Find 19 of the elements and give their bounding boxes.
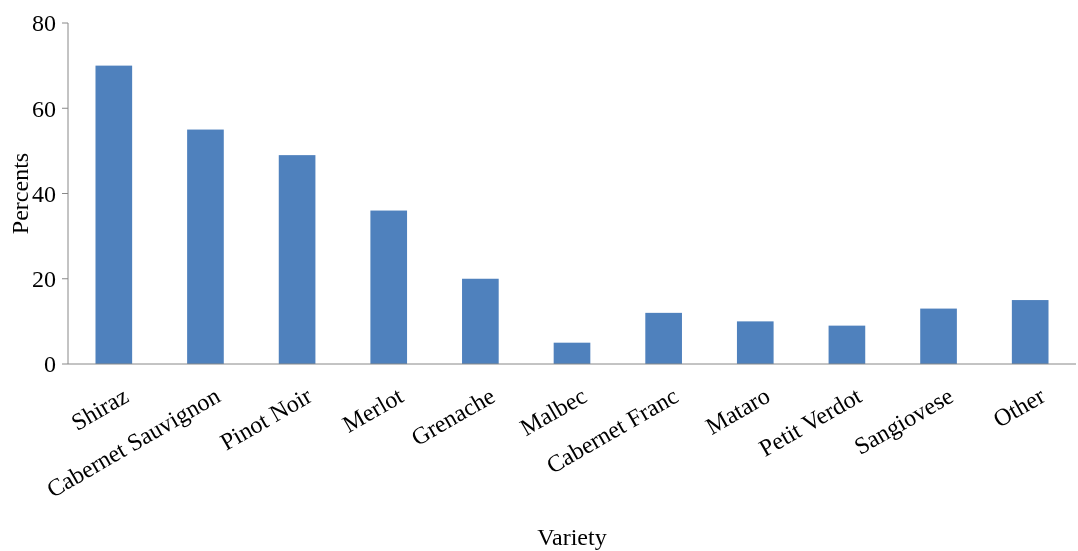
bar — [95, 65, 133, 364]
y-tick-label: 80 — [32, 10, 56, 37]
y-tick-label: 20 — [32, 266, 56, 293]
bar — [553, 342, 591, 364]
x-tick-label: Other — [988, 382, 1050, 433]
y-axis-title: Percents — [7, 152, 33, 235]
y-tick-label: 40 — [32, 180, 56, 207]
x-axis-title: Variety — [537, 524, 607, 550]
y-tick-label: 0 — [44, 351, 56, 378]
bar — [187, 129, 224, 364]
bar — [370, 210, 408, 364]
bar — [920, 308, 957, 364]
bar — [736, 321, 774, 364]
bar — [1011, 300, 1049, 364]
bar — [278, 155, 316, 364]
y-tick-label: 60 — [32, 95, 56, 122]
bar — [828, 325, 866, 364]
bar — [645, 312, 682, 364]
bar — [462, 278, 499, 364]
